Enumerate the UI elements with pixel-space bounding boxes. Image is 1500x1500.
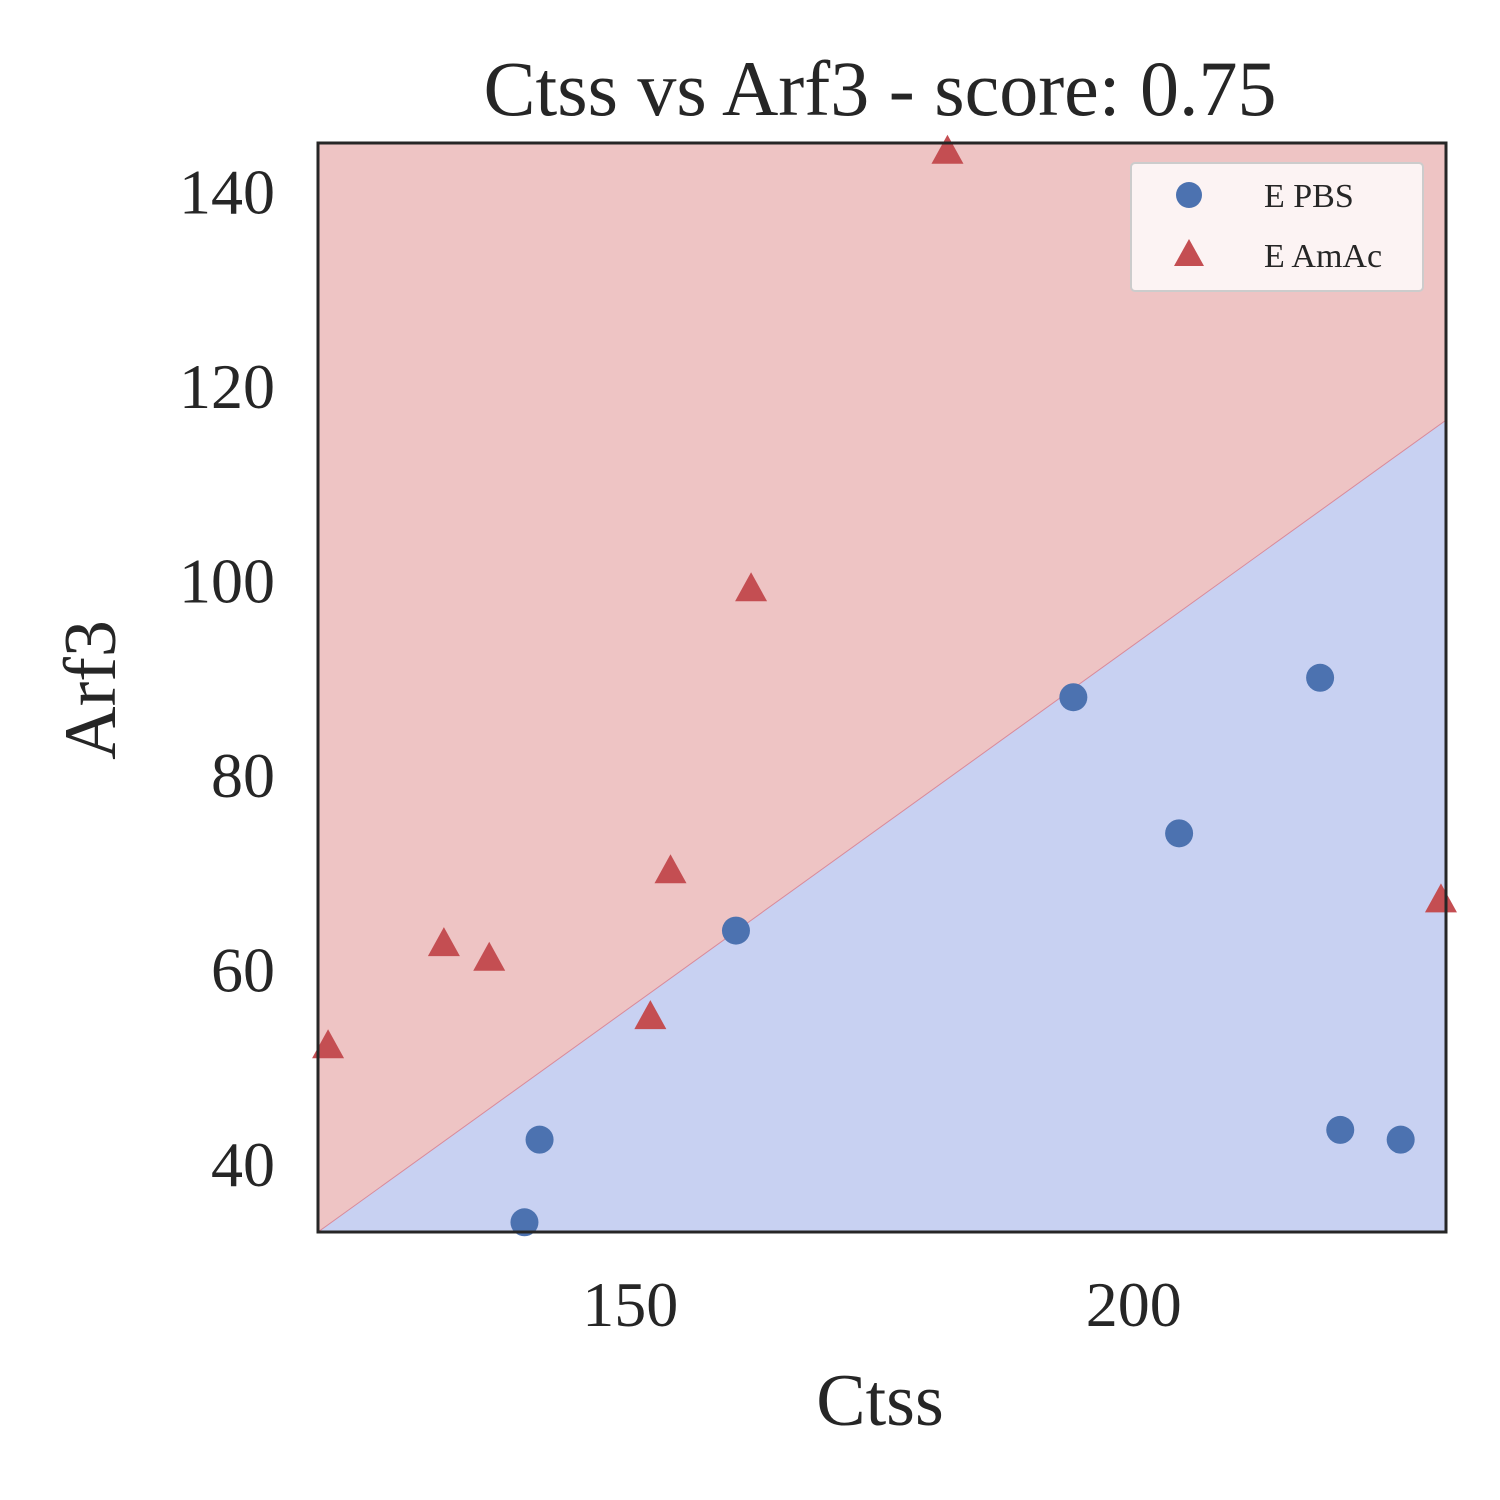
y-tick-label: 120: [179, 351, 275, 422]
legend-box: [1130, 162, 1424, 292]
x-tick-label: 150: [582, 1269, 678, 1340]
data-point: [634, 1000, 667, 1030]
data-point: [312, 1029, 345, 1059]
data-point: [1326, 1115, 1355, 1144]
y-tick-labels: 40 60 80 100 120 140: [179, 157, 275, 1200]
legend-label-e-pbs: E PBS: [1264, 178, 1354, 215]
legend-label-e-amac: E AmAc: [1264, 238, 1382, 275]
series-e-amac: [312, 134, 1457, 1059]
data-point: [654, 854, 687, 884]
x-tick-label: 200: [1086, 1269, 1182, 1340]
data-point: [1386, 1125, 1415, 1154]
y-tick-label: 60: [211, 934, 275, 1005]
data-point: [721, 916, 750, 945]
plot-frame: [316, 141, 1448, 1234]
y-tick-label: 40: [211, 1129, 275, 1200]
decision-boundary: [318, 419, 1446, 1232]
data-point: [1059, 683, 1088, 712]
data-points: [312, 134, 1457, 1237]
decision-regions: [318, 143, 1446, 1232]
data-point: [473, 941, 506, 971]
data-point: [735, 572, 768, 602]
data-point: [525, 1125, 554, 1154]
data-point: [510, 1208, 539, 1237]
x-axis-label: Ctss: [816, 1360, 944, 1442]
y-tick-label: 100: [179, 546, 275, 617]
x-tick-labels: 150 200: [582, 1269, 1182, 1340]
data-point: [1306, 663, 1335, 692]
chart-title: Ctss vs Arf3 - score: 0.75: [484, 45, 1277, 132]
y-tick-label: 80: [211, 740, 275, 811]
legend-marker-e-pbs: [1176, 182, 1202, 208]
series-e-pbs: [510, 663, 1415, 1237]
data-point: [1424, 883, 1457, 913]
data-point: [1165, 819, 1194, 848]
y-tick-label: 140: [179, 157, 275, 228]
data-point: [427, 927, 460, 957]
data-point: [931, 134, 964, 164]
legend: E PBS E AmAc: [1130, 162, 1424, 292]
y-axis-label: Arf3: [50, 620, 132, 760]
legend-marker-e-amac: [1174, 239, 1204, 266]
